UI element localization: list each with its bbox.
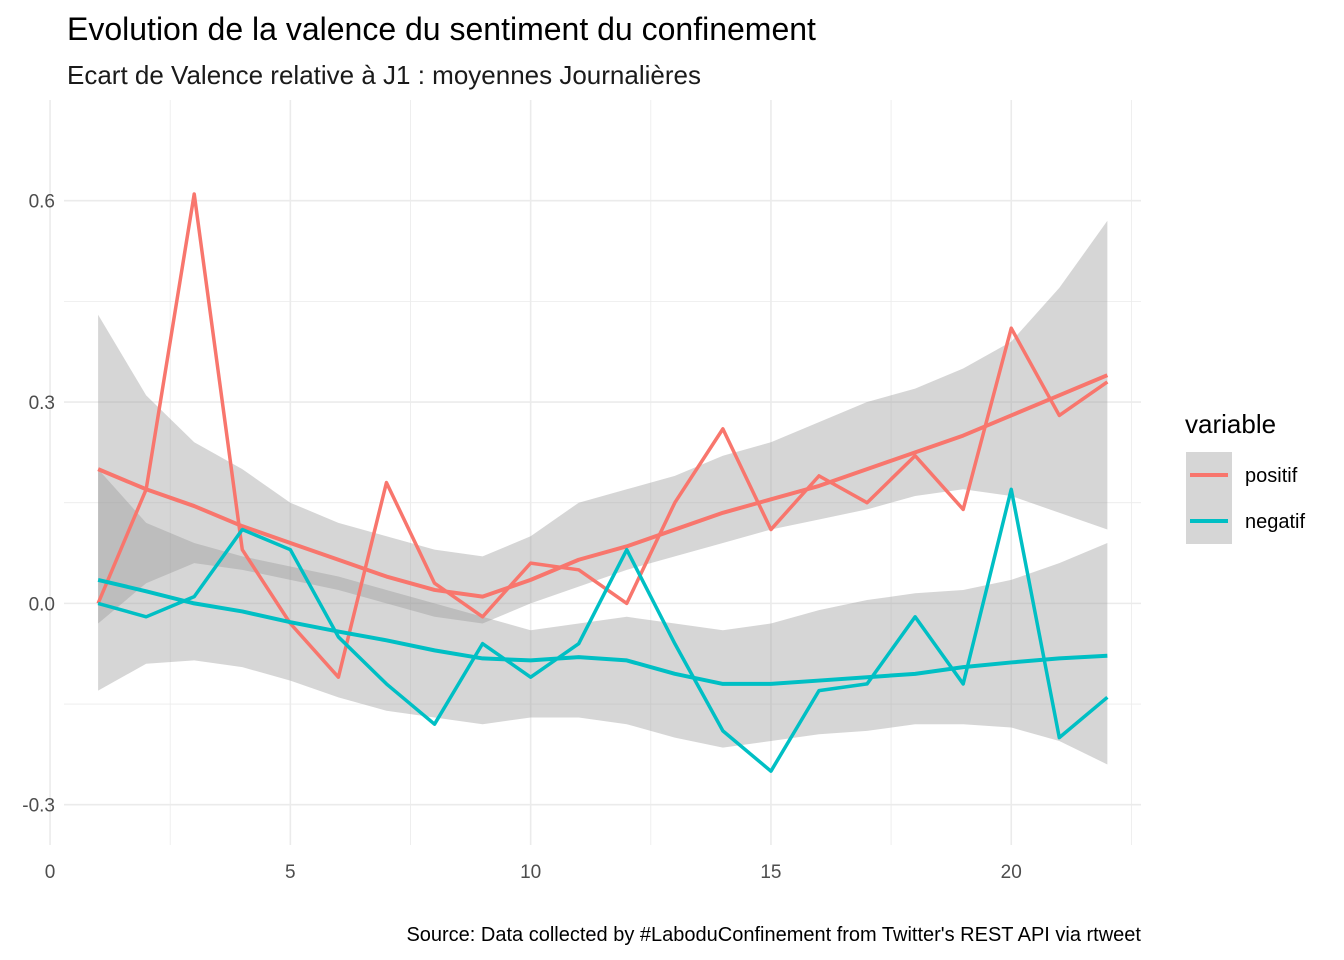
x-tick-label: 10 xyxy=(520,862,541,883)
confidence-bands xyxy=(98,220,1108,765)
series-lines xyxy=(96,192,1109,773)
legend-label-negatif: negatif xyxy=(1245,511,1305,533)
confidence-band-negatif xyxy=(98,469,1108,765)
chart-title: Evolution de la valence du sentiment du … xyxy=(67,11,816,47)
confidence-band-positif xyxy=(98,220,1108,624)
legend-label-positif: positif xyxy=(1245,465,1298,487)
chart-caption: Source: Data collected by #LaboduConfine… xyxy=(406,924,1141,946)
grid-lines xyxy=(49,100,1141,845)
x-tick-label: 20 xyxy=(1001,862,1022,883)
series-line-positif xyxy=(96,192,1109,679)
x-tick-label: 0 xyxy=(45,862,56,883)
x-tick-label: 5 xyxy=(285,862,296,883)
y-tick-label: 0.0 xyxy=(29,594,55,615)
smooth-line-positif xyxy=(97,373,1109,599)
y-tick-label: 0.6 xyxy=(29,192,55,213)
x-axis-ticks: 0 5 10 15 20 xyxy=(45,862,1022,883)
chart-subtitle: Ecart de Valence relative à J1 : moyenne… xyxy=(67,60,701,90)
y-tick-label: 0.3 xyxy=(29,393,55,414)
x-tick-label: 15 xyxy=(760,862,781,883)
series-line-negatif xyxy=(97,487,1109,773)
smooth-line-negatif xyxy=(97,577,1108,686)
y-tick-label: -0.3 xyxy=(22,796,55,817)
y-axis-ticks: -0.3 0.0 0.3 0.6 xyxy=(22,192,55,817)
legend: variable positif negatif xyxy=(1185,409,1305,544)
legend-title: variable xyxy=(1185,409,1276,439)
